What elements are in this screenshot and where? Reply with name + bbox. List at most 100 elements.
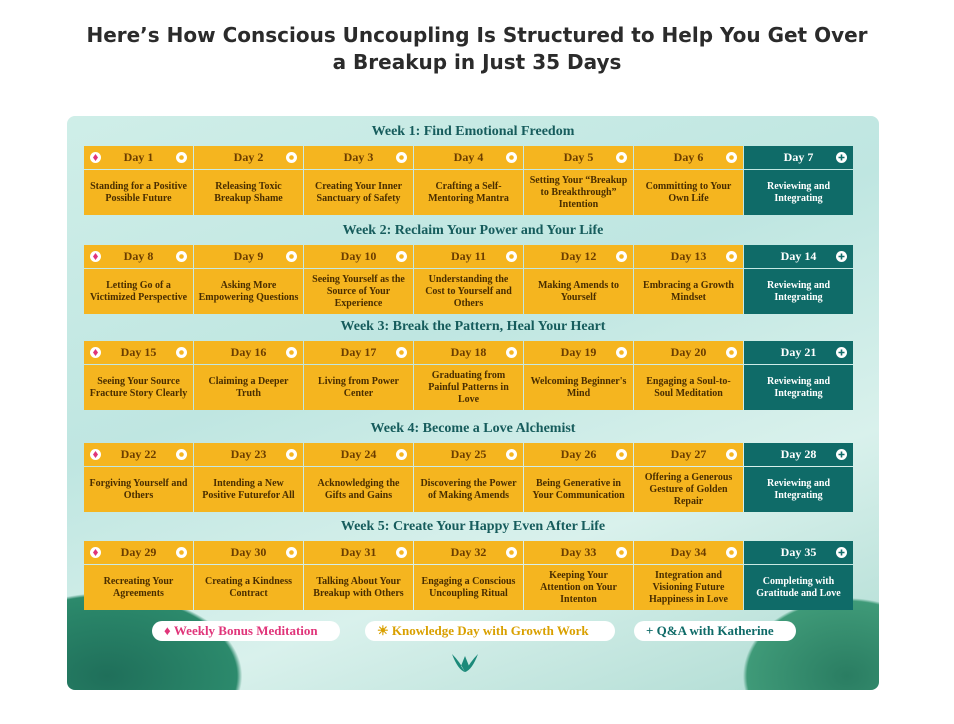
day-header: Day 20 <box>634 341 743 364</box>
knowledge-icon <box>506 152 517 163</box>
knowledge-icon <box>176 547 187 558</box>
logo <box>452 654 478 672</box>
day-topic: Letting Go of a Victimized Perspective <box>84 269 193 314</box>
day-header: Day 23 <box>194 443 303 466</box>
day-topic: Reviewing and Integrating <box>744 170 853 215</box>
knowledge-icon <box>286 251 297 262</box>
day-label: Day 27 <box>670 447 707 461</box>
day-topic: Offering a Generous Gesture of Golden Re… <box>634 467 743 512</box>
day-topic: Being Generative in Your Communication <box>524 467 633 512</box>
day-label: Day 6 <box>673 150 704 164</box>
knowledge-icon <box>396 347 407 358</box>
day-label: Day 15 <box>120 345 157 359</box>
day-topic: Asking More Empowering Questions <box>194 269 303 314</box>
legend-label: Knowledge Day with Growth Work <box>391 623 589 638</box>
day-topic: Integration and Visioning Future Happine… <box>634 565 743 610</box>
day-header: Day 9 <box>194 245 303 268</box>
qa-icon <box>836 152 847 163</box>
knowledge-icon <box>726 152 737 163</box>
day-label: Day 1 <box>123 150 154 164</box>
day-topic: Acknowledging the Gifts and Gains <box>304 467 413 512</box>
day-label: Day 34 <box>670 545 707 559</box>
day-header: Day 4 <box>414 146 523 169</box>
day-topic: Intending a New Positive Futurefor All <box>194 467 303 512</box>
day-label: Day 9 <box>233 249 264 263</box>
knowledge-icon <box>396 547 407 558</box>
day-header: Day 28 <box>744 443 853 466</box>
week-title: Week 3: Break the Pattern, Heal Your Hea… <box>340 319 606 334</box>
day-topic: Creating Your Inner Sanctuary of Safety <box>304 170 413 215</box>
legend-knowledge: ☀ Knowledge Day with Growth Work <box>365 621 615 641</box>
qa-icon <box>836 547 847 558</box>
knowledge-icon <box>286 449 297 460</box>
day-label: Day 7 <box>783 150 814 164</box>
day-label: Day 23 <box>230 447 267 461</box>
day-topic: Crafting a Self-Mentoring Mantra <box>414 170 523 215</box>
day-topic: Embracing a Growth Mindset <box>634 269 743 314</box>
day-label: Day 32 <box>450 545 487 559</box>
knowledge-icon <box>506 251 517 262</box>
day-header: Day 19 <box>524 341 633 364</box>
knowledge-icon <box>616 251 627 262</box>
day-label: Day 24 <box>340 447 377 461</box>
legend-qa: + Q&A with Katherine <box>634 621 796 641</box>
knowledge-icon <box>616 547 627 558</box>
day-header: Day 25 <box>414 443 523 466</box>
day-label: Day 3 <box>343 150 374 164</box>
knowledge-icon <box>726 347 737 358</box>
day-label: Day 25 <box>450 447 487 461</box>
day-topic: Engaging a Soul-to-Soul Meditation <box>634 365 743 410</box>
day-header: Day 34 <box>634 541 743 564</box>
day-label: Day 17 <box>340 345 377 359</box>
day-topic: Welcoming Beginner's Mind <box>524 365 633 410</box>
knowledge-icon <box>726 547 737 558</box>
legend-label: Weekly Bonus Meditation <box>173 623 318 638</box>
day-header: Day 32 <box>414 541 523 564</box>
day-header: Day 26 <box>524 443 633 466</box>
day-label: Day 5 <box>563 150 594 164</box>
day-header: Day 21 <box>744 341 853 364</box>
day-header: Day 2 <box>194 146 303 169</box>
day-header: Day 6 <box>634 146 743 169</box>
day-header: Day 13 <box>634 245 743 268</box>
day-label: Day 26 <box>560 447 597 461</box>
bonus-icon <box>90 251 101 262</box>
day-topic: Living from Power Center <box>304 365 413 410</box>
day-label: Day 12 <box>560 249 597 263</box>
bonus-icon <box>90 152 101 163</box>
day-header: Day 18 <box>414 341 523 364</box>
day-topic: Seeing Yourself as the Source of Your Ex… <box>304 269 413 314</box>
knowledge-icon <box>176 251 187 262</box>
day-topic: Setting Your “Breakup to Breakthrough” I… <box>524 170 633 215</box>
day-header: Day 30 <box>194 541 303 564</box>
day-header: Day 10 <box>304 245 413 268</box>
day-label: Day 29 <box>120 545 157 559</box>
day-header: Day 27 <box>634 443 743 466</box>
qa-icon <box>836 347 847 358</box>
knowledge-icon <box>726 449 737 460</box>
day-label: Day 13 <box>670 249 707 263</box>
day-header: Day 1 <box>84 146 193 169</box>
day-topic: Completing with Gratitude and Love <box>744 565 853 610</box>
day-header: Day 12 <box>524 245 633 268</box>
knowledge-icon <box>286 347 297 358</box>
day-topic: Reviewing and Integrating <box>744 269 853 314</box>
legend-icon: + <box>646 623 657 638</box>
day-label: Day 2 <box>233 150 264 164</box>
day-topic: Forgiving Yourself and Others <box>84 467 193 512</box>
knowledge-icon <box>396 152 407 163</box>
day-label: Day 31 <box>340 545 377 559</box>
day-topic: Talking About Your Breakup with Others <box>304 565 413 610</box>
day-topic: Reviewing and Integrating <box>744 365 853 410</box>
day-header: Day 14 <box>744 245 853 268</box>
day-header: Day 22 <box>84 443 193 466</box>
day-label: Day 11 <box>450 249 486 263</box>
day-label: Day 10 <box>340 249 377 263</box>
knowledge-icon <box>506 547 517 558</box>
knowledge-icon <box>396 449 407 460</box>
day-topic: Claiming a Deeper Truth <box>194 365 303 410</box>
day-topic: Understanding the Cost to Yourself and O… <box>414 269 523 314</box>
day-topic: Discovering the Power of Making Amends <box>414 467 523 512</box>
knowledge-icon <box>726 251 737 262</box>
